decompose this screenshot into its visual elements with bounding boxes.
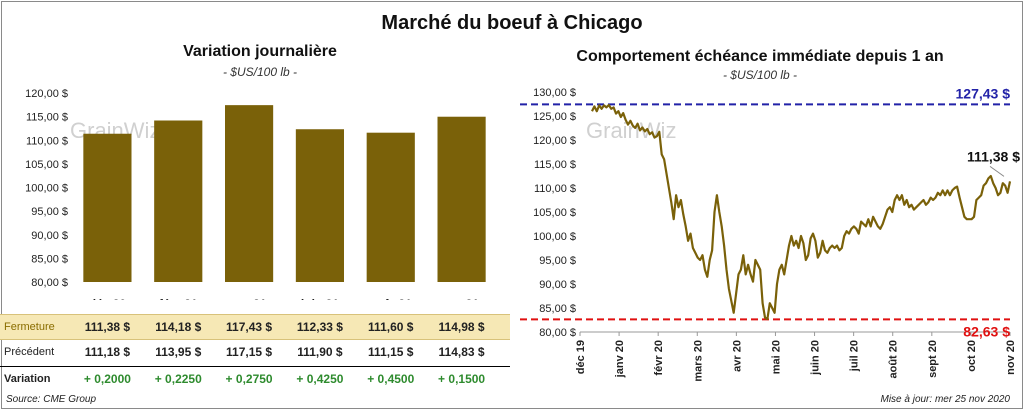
page-title: Marché du boeuf à Chicago [381,12,643,34]
y-tick-label: 80,00 $ [31,277,68,289]
x-tick-label: août 21 [370,297,412,300]
y-tick-label: 120,00 $ [533,135,576,147]
x-tick-label: janv 20 [614,340,626,378]
table-cell: + 0,1500 [438,372,486,386]
y-tick-label: 105,00 $ [533,207,576,219]
x-tick-label: juin 21 [300,297,339,300]
x-tick-label: avr 21 [232,297,267,300]
x-tick-label: juin 20 [810,340,822,376]
bar-chart-unit: - $US/100 lb - [222,65,298,79]
y-tick-label: 130,00 $ [533,87,576,99]
table-cell: 111,90 $ [297,345,343,359]
y-tick-label: 125,00 $ [533,111,576,123]
table-cell: 117,15 $ [226,345,273,359]
table-cell: 111,18 $ [84,345,131,359]
table-row: Précédent 111,18 $ 113,95 $ 117,15 $ 111,90 … [0,340,510,364]
bar-chart: GrainWiz 80,00 $85,00 $90,00 $95,00 $100… [25,88,486,300]
y-tick-label: 115,00 $ [534,159,576,171]
table-row: Fermeture 111,38 $ 114,18 $ 117,43 $ 112,33 … [0,314,510,340]
table-row: Variation + 0,2000 + 0,2250 + 0,2750 + 0,425… [0,366,510,391]
table-cell: 112,33 $ [296,320,343,334]
y-tick-label: 95,00 $ [539,255,576,267]
x-tick-label: oct 21 [444,297,479,300]
line-chart-unit: - $US/100 lb - [722,68,798,82]
y-tick-label: 85,00 $ [539,303,576,315]
x-tick-label: août 20 [888,340,900,379]
x-tick-label: févr 20 [653,340,665,375]
table-cell: 111,15 $ [368,345,414,359]
table-cell: + 0,4500 [367,372,415,386]
y-tick-label: 120,00 $ [25,88,68,100]
source-note: Source: CME Group [6,394,97,405]
bar [437,116,486,282]
high-label: 127,43 $ [956,85,1011,101]
y-tick-label: 110,00 $ [534,183,576,195]
last-value-label: 111,38 $ [967,148,1020,164]
line-chart-title: Comportement échéance immédiate depuis 1… [576,48,944,65]
y-tick-label: 110,00 $ [26,135,68,147]
low-label: 82,63 $ [963,323,1010,339]
x-tick-label: févr 21 [159,297,198,300]
table-cell: 111,38 $ [84,320,131,334]
last-value-leader [989,165,1005,177]
x-tick-label: sept 20 [927,340,939,378]
bar-chart-title: Variation journalière [183,43,337,60]
table-cell: 114,83 $ [438,345,485,359]
row-label: Variation [4,373,51,385]
y-tick-label: 90,00 $ [31,230,68,242]
x-tick-label: oct 20 [966,340,978,372]
bar [225,105,274,282]
y-tick-label: 105,00 $ [25,159,68,171]
price-line [591,103,1012,321]
x-tick-label: déc 20 [89,297,127,300]
row-label: Précédent [4,346,55,358]
line-chart: GrainWiz 80,00 $85,00 $90,00 $95,00 $100… [520,85,1020,382]
table-cell: 117,43 $ [226,320,273,334]
table-cell: + 0,2000 [83,372,131,386]
y-tick-label: 85,00 $ [31,253,68,265]
y-tick-label: 90,00 $ [539,279,576,291]
x-tick-label: avr 20 [731,340,743,372]
x-tick-label: juil 20 [849,340,861,372]
table-cell: 113,95 $ [155,345,202,359]
bar [295,129,344,282]
y-tick-label: 80,00 $ [539,327,576,339]
y-tick-label: 115,00 $ [26,112,68,124]
table-cell: 114,98 $ [438,320,485,334]
bar [366,132,415,282]
row-label: Fermeture [4,321,55,333]
bar [83,133,132,282]
table-cell: 114,18 $ [155,320,202,334]
x-tick-label: nov 20 [1005,340,1017,375]
x-tick-label: mars 20 [692,340,704,382]
update-note: Mise à jour: mer 25 nov 2020 [880,394,1010,405]
bar [154,120,203,282]
table-cell: 111,60 $ [368,320,414,334]
y-tick-label: 95,00 $ [31,206,68,218]
table-cell: + 0,2250 [154,372,202,386]
table-cell: + 0,2750 [225,372,273,386]
x-tick-label: mai 20 [770,340,782,374]
price-table: Fermeture 111,38 $ 114,18 $ 117,43 $ 112,33 … [0,314,510,396]
y-tick-label: 100,00 $ [25,183,68,195]
y-tick-label: 100,00 $ [533,231,576,243]
x-tick-label: déc 19 [575,340,587,374]
table-cell: + 0,4250 [296,372,344,386]
